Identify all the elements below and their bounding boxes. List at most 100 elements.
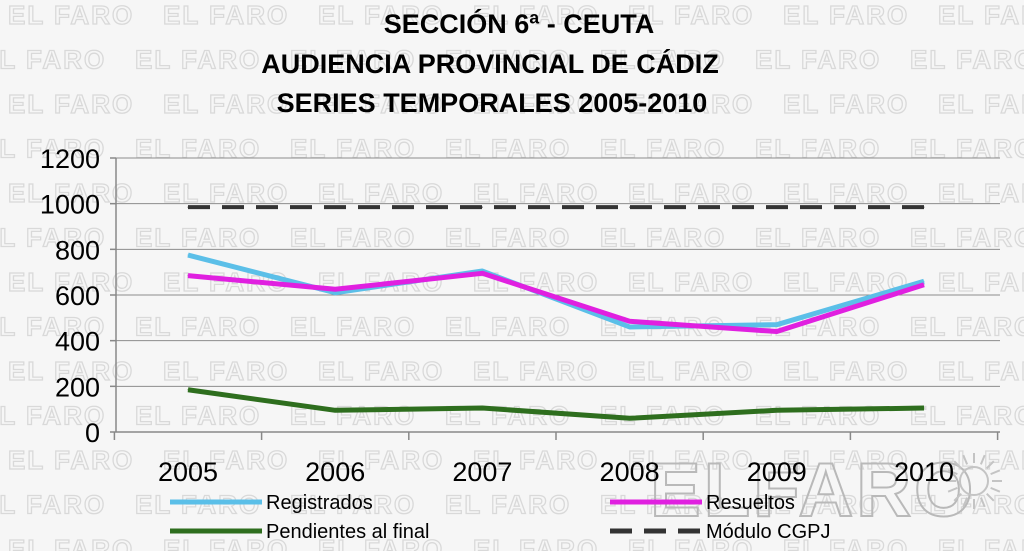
data-point-1-3 (629, 320, 631, 322)
legend-label-registrados: Registrados (266, 492, 373, 514)
watermark-text-62: EL FARO (938, 356, 1024, 386)
watermark-text-21: EL FARO (0, 134, 106, 164)
watermark-text-38: EL FARO (445, 223, 571, 253)
data-point-3-0 (187, 206, 189, 208)
watermark-text-84: EL FARO (8, 534, 134, 551)
watermark-text-74: EL FARO (628, 445, 754, 475)
watermark-text-13: EL FARO (910, 45, 1024, 75)
watermark-text-11: EL FARO (600, 45, 726, 75)
data-point-2-2 (481, 407, 483, 409)
data-point-2-3 (629, 417, 631, 419)
watermark-text-19: EL FARO (783, 89, 909, 119)
x-tick-label: 2006 (305, 457, 365, 487)
watermark-text-20: EL FARO (938, 89, 1024, 119)
data-point-2-4 (776, 409, 778, 411)
watermark-text-57: EL FARO (163, 356, 289, 386)
watermark-text-50: EL FARO (135, 312, 261, 342)
data-point-0-0 (187, 254, 189, 256)
watermark-text-77: EL FARO (0, 490, 106, 520)
watermark-text-41: EL FARO (910, 223, 1024, 253)
chart-title: SECCIÓN 6ª - CEUTA AUDIENCIA PROVINCIAL … (261, 8, 719, 118)
watermark-text-4: EL FARO (628, 0, 754, 30)
watermark-text-6: EL FARO (938, 0, 1024, 30)
watermark-text-24: EL FARO (445, 134, 571, 164)
data-point-0-4 (776, 324, 778, 326)
watermark-text-80: EL FARO (445, 490, 571, 520)
watermark-text-82: EL FARO (755, 490, 881, 520)
data-point-1-0 (187, 275, 189, 277)
data-point-1-4 (776, 331, 778, 333)
y-tick-label: 1000 (40, 190, 100, 220)
watermark-text-72: EL FARO (318, 445, 444, 475)
axis-layer (115, 158, 1000, 433)
watermark-sun-icon (946, 453, 1002, 509)
title-line-3: SERIES TEMPORALES 2005-2010 (277, 88, 708, 118)
y-tick-label: 0 (85, 418, 100, 448)
watermark-text-89: EL FARO (783, 534, 909, 551)
data-point-3-2 (481, 206, 483, 208)
y-tick-label: 1200 (40, 144, 100, 174)
x-tick-label: 2007 (452, 457, 512, 487)
legend-label-resueltos: Resueltos (706, 492, 795, 514)
watermark-text-39: EL FARO (600, 223, 726, 253)
watermark-text-14: EL FARO (8, 89, 134, 119)
watermark-text-61: EL FARO (783, 356, 909, 386)
legend-label-modulo: Módulo CGPJ (706, 521, 831, 543)
data-point-2-1 (334, 409, 336, 411)
watermark-text-22: EL FARO (135, 134, 261, 164)
data-point-3-4 (776, 206, 778, 208)
x-tick-labels: 2005 2006 2007 2008 2009 2010 (113, 432, 999, 487)
watermark-text-8: EL FARO (135, 45, 261, 75)
watermark-text-17: EL FARO (473, 89, 599, 119)
data-point-0-1 (334, 292, 336, 294)
watermark-text-86: EL FARO (318, 534, 444, 551)
watermark-text-10: EL FARO (445, 45, 571, 75)
x-tick-label: 2010 (894, 457, 954, 487)
watermark-text-37: EL FARO (290, 223, 416, 253)
data-point-3-5 (923, 206, 925, 208)
watermark-text-52: EL FARO (445, 312, 571, 342)
watermark-text-2: EL FARO (318, 0, 444, 30)
data-point-3-3 (629, 206, 631, 208)
x-tick-label: 2008 (600, 457, 660, 487)
watermark-text-58: EL FARO (318, 356, 444, 386)
y-tick-label: 400 (55, 327, 100, 357)
watermark-text-87: EL FARO (473, 534, 599, 551)
data-point-1-2 (481, 272, 483, 274)
data-point-1-5 (923, 284, 925, 286)
watermark-text-46: EL FARO (628, 267, 754, 297)
watermark-text-90: EL FARO (938, 534, 1024, 551)
series-layer (187, 205, 925, 421)
watermark-text-25: EL FARO (600, 134, 726, 164)
watermark-text-79: EL FARO (290, 490, 416, 520)
watermark-text-15: EL FARO (163, 89, 289, 119)
watermark-text-5: EL FARO (783, 0, 909, 30)
watermark-text-12: EL FARO (755, 45, 881, 75)
watermark-text-73: EL FARO (473, 445, 599, 475)
data-point-3-1 (334, 206, 336, 208)
data-point-0-3 (629, 326, 631, 328)
title-line-1: SECCIÓN 6ª - CEUTA (384, 8, 655, 39)
watermark-text-56: EL FARO (8, 356, 134, 386)
y-tick-label: 800 (55, 235, 100, 265)
x-tick-label: 2009 (747, 457, 807, 487)
watermark-text-68: EL FARO (755, 401, 881, 431)
watermark-text-1: EL FARO (163, 0, 289, 30)
watermark-logo-text: ELFARO (650, 448, 976, 533)
watermark-text-26: EL FARO (755, 134, 881, 164)
watermark-text-55: EL FARO (910, 312, 1024, 342)
watermark-text-7: EL FARO (0, 45, 106, 75)
watermark-text-9: EL FARO (290, 45, 416, 75)
watermark-text-35: EL FARO (0, 223, 106, 253)
watermark-text-27: EL FARO (910, 134, 1024, 164)
watermark-text-69: EL FARO (910, 401, 1024, 431)
watermark-text-49: EL FARO (0, 312, 106, 342)
watermark-text-88: EL FARO (628, 534, 754, 551)
watermark-text-63: EL FARO (0, 401, 106, 431)
watermark-text-18: EL FARO (628, 89, 754, 119)
y-tick-label: 600 (55, 281, 100, 311)
series-line-2 (187, 387, 925, 421)
watermark-text-85: EL FARO (163, 534, 289, 551)
